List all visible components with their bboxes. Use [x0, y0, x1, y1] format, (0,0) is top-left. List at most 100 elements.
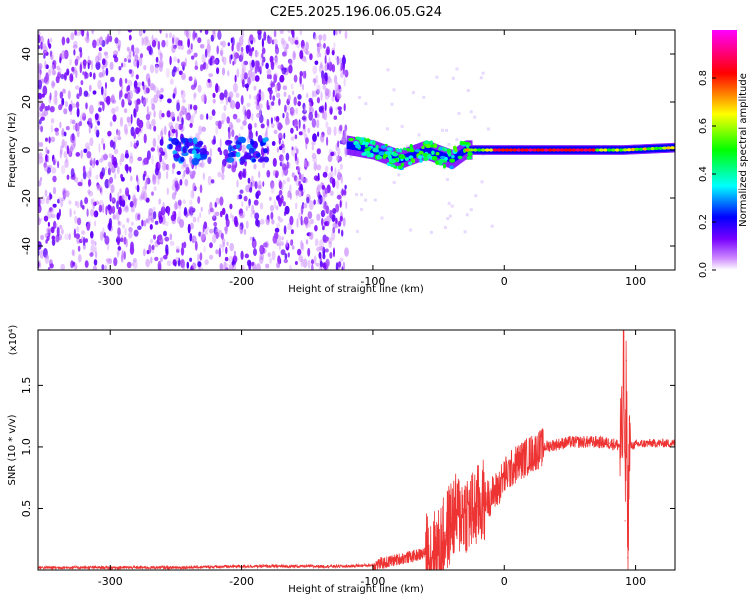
heatmap-cell: [168, 143, 173, 150]
heatmap-cell: [136, 127, 142, 132]
heatmap-cell: [284, 253, 288, 260]
heatmap-cell: [192, 30, 196, 40]
heatmap-cell: [124, 78, 128, 84]
heatmap-cell: [465, 213, 469, 217]
heatmap-cell: [449, 155, 452, 163]
heatmap-cell: [219, 138, 222, 148]
heatmap-cell: [145, 73, 151, 83]
heatmap-cell: [172, 37, 175, 45]
heatmap-cell: [224, 256, 229, 262]
heatmap-cell: [331, 50, 335, 56]
heatmap-cell: [646, 147, 652, 151]
heatmap-cell: [57, 198, 60, 204]
x-tick-label: -200: [229, 575, 254, 588]
heatmap-cell: [277, 64, 282, 70]
heatmap-cell: [104, 54, 109, 59]
heatmap-cell: [114, 148, 119, 155]
heatmap-cell: [207, 52, 211, 58]
heatmap-cell: [185, 166, 190, 175]
heatmap-cell: [186, 261, 190, 269]
heatmap-cell: [250, 40, 254, 45]
heatmap-cell: [312, 133, 317, 143]
heatmap-cell: [125, 204, 129, 211]
heatmap-cell: [215, 197, 220, 205]
heatmap-cell: [61, 228, 64, 235]
heatmap-cell: [106, 95, 111, 105]
heatmap-cell: [339, 200, 342, 208]
heatmap-cell: [431, 155, 438, 161]
heatmap-cell: [321, 185, 326, 190]
heatmap-cell: [101, 264, 105, 270]
heatmap-cell: [333, 126, 337, 137]
heatmap-cell: [333, 30, 336, 36]
heatmap-cell: [109, 176, 114, 184]
heatmap-cell: [163, 254, 168, 260]
heatmap-cell: [343, 77, 346, 87]
heatmap-cell: [229, 121, 233, 130]
heatmap-cell: [221, 207, 226, 215]
heatmap-cell: [606, 148, 612, 152]
heatmap-cell: [47, 195, 50, 201]
heatmap-cell: [126, 116, 132, 123]
heatmap-cell: [251, 71, 256, 82]
heatmap-cell: [97, 120, 101, 126]
heatmap-cell: [87, 62, 90, 70]
heatmap-cell: [291, 172, 295, 178]
heatmap-cell: [191, 157, 200, 166]
heatmap-cell: [40, 116, 45, 121]
heatmap-cell: [172, 179, 175, 186]
heatmap-cell: [271, 141, 276, 146]
heatmap-cell: [169, 32, 172, 39]
x-tick-label: 0: [501, 275, 508, 288]
heatmap-cell: [129, 152, 133, 160]
heatmap-cell: [583, 148, 589, 152]
heatmap-cell: [455, 67, 459, 71]
heatmap-cell: [160, 130, 163, 138]
heatmap-cell: [120, 176, 125, 182]
heatmap-cell: [66, 174, 70, 180]
heatmap-cell: [399, 154, 406, 160]
heatmap-cell: [299, 70, 303, 77]
heatmap-cell: [278, 242, 281, 251]
heatmap-cell: [141, 81, 145, 87]
heatmap-cell: [208, 116, 213, 120]
heatmap-cell: [213, 135, 216, 145]
heatmap-cell: [232, 60, 235, 66]
heatmap-cell: [344, 247, 349, 257]
heatmap-cell: [225, 246, 228, 255]
heatmap-cell: [45, 146, 48, 154]
heatmap-cell: [166, 187, 169, 195]
heatmap-cell: [486, 127, 490, 131]
heatmap-cell: [254, 60, 259, 70]
heatmap-cell: [38, 204, 42, 214]
x-tick-label: 100: [625, 275, 646, 288]
heatmap-cell: [199, 64, 204, 72]
heatmap-cell: [72, 124, 76, 130]
heatmap-cell: [258, 158, 265, 163]
heatmap-cell: [51, 167, 57, 174]
heatmap-cell: [78, 121, 83, 127]
heatmap-cell: [249, 94, 252, 100]
heatmap-cell: [328, 56, 331, 65]
heatmap-cell: [81, 30, 85, 37]
heatmap-cell: [271, 182, 276, 188]
heatmap-cell: [138, 30, 143, 37]
heatmap-cell: [290, 229, 294, 235]
heatmap-cell: [326, 62, 330, 71]
heatmap-cell: [152, 173, 155, 182]
heatmap-cell: [258, 89, 262, 94]
heatmap-cell: [51, 80, 55, 89]
heatmap-cell: [158, 160, 161, 170]
heatmap-cell: [336, 57, 341, 65]
x-tick-label: -200: [229, 275, 254, 288]
heatmap-cell: [329, 209, 333, 219]
heatmap-cell: [92, 39, 97, 49]
snr-point: [470, 512, 472, 515]
heatmap-cell: [38, 111, 41, 118]
heatmap-cell: [145, 258, 151, 268]
heatmap-cell: [114, 37, 119, 44]
heatmap-cell: [283, 132, 286, 140]
heatmap-cell: [215, 231, 219, 239]
heatmap-cell: [324, 101, 327, 112]
heatmap-cell: [293, 175, 298, 182]
